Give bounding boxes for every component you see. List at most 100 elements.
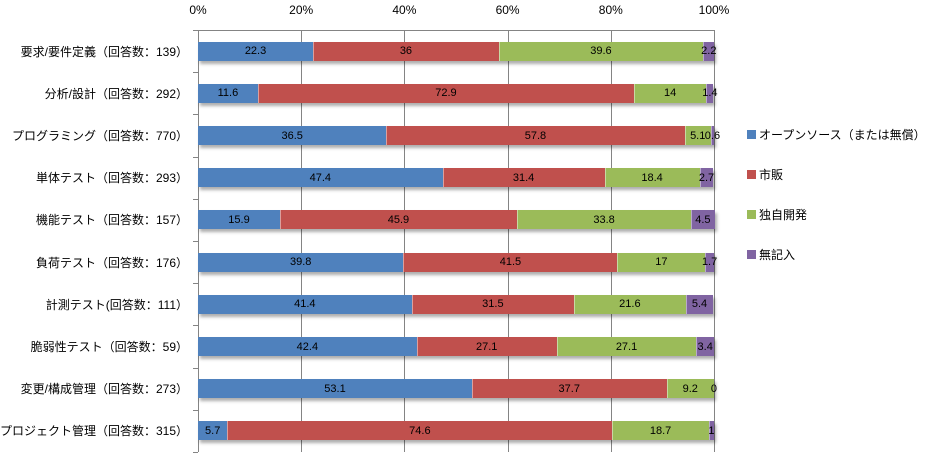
legend-item: 無記入 — [747, 246, 795, 263]
bar-row: 11.6 72.9 14 1.4 — [198, 83, 718, 103]
value-label: 9.2 — [682, 382, 698, 395]
legend-label: 独自開発 — [759, 208, 808, 222]
value-label: 2.7 — [698, 171, 715, 184]
bar-segment: 15.9 — [198, 210, 281, 230]
gridline — [507, 30, 509, 452]
value-label: 36.5 — [281, 129, 303, 142]
bar-segment: 5.7 — [198, 421, 228, 441]
bar-segment: 11.6 — [198, 83, 258, 103]
value-label: 17 — [655, 256, 668, 269]
value-label: 5.4 — [691, 298, 708, 311]
value-label: 15.9 — [228, 213, 250, 226]
gridline — [301, 30, 303, 452]
bar-segment: 1.7 — [702, 252, 717, 272]
bar-segment: 45.9 — [280, 210, 517, 230]
value-label: 5.1 — [690, 129, 706, 142]
y-axis-line — [198, 30, 199, 452]
bar-segment: 41.5 — [403, 252, 618, 272]
bar-segment: 18.4 — [604, 168, 700, 188]
value-label: 18.7 — [649, 424, 672, 437]
bar-segment: 47.4 — [198, 168, 443, 188]
bar-row: 22.3 36 39.6 2.2 — [198, 41, 716, 61]
value-label: 37.7 — [558, 382, 580, 395]
value-label: 39.8 — [289, 256, 312, 269]
gridline — [714, 30, 715, 452]
value-label: 41.4 — [294, 298, 316, 311]
bar-row: 41.4 31.5 21.6 5.4 — [198, 294, 714, 314]
category-label: 単体テスト（回答数：293） — [35, 171, 188, 186]
bar-row: 5.7 74.6 18.7 1 — [198, 421, 715, 441]
category-label: 脆弱性テスト（回答数：59） — [30, 339, 188, 354]
bar-segment: 37.7 — [471, 379, 667, 399]
y-axis-tick — [193, 72, 198, 74]
x-axis-line — [198, 30, 714, 31]
bar-segment: 39.6 — [498, 41, 704, 61]
bar-segment: 1 — [708, 421, 715, 441]
bar-segment: 9.2 — [666, 379, 714, 399]
legend-marker — [747, 130, 756, 139]
bar-segment: 27.1 — [416, 337, 557, 356]
category-label: 変更/構成管理（回答数：273） — [20, 382, 188, 397]
value-label: 57.8 — [524, 129, 547, 142]
bar-row: 53.1 37.7 9.2 0 — [198, 379, 717, 399]
value-label: 11.6 — [217, 87, 239, 100]
bar-segment: 27.1 — [556, 337, 697, 356]
bar-segment: 57.8 — [386, 126, 685, 145]
value-label: 27.1 — [615, 340, 638, 353]
value-label: 3.4 — [697, 340, 713, 353]
legend-marker — [747, 170, 756, 179]
legend-marker — [747, 210, 756, 219]
bar-row: 47.4 31.4 18.4 2.7 — [198, 168, 715, 188]
category-label: 負荷テスト（回答数：176） — [35, 255, 188, 270]
bar-row: 36.5 57.8 5.1 0.6 — [198, 126, 720, 145]
bar-segment: 2.2 — [701, 41, 716, 61]
x-tick-label: 100% — [698, 3, 730, 17]
value-label: 42.4 — [296, 340, 319, 353]
x-tick-label: 60% — [495, 3, 520, 17]
y-axis-tick — [193, 30, 198, 31]
bar-segment: 31.5 — [411, 294, 575, 314]
bar-segment: 1.4 — [702, 83, 718, 103]
bar-segment: 31.4 — [442, 168, 605, 188]
y-axis-tick — [193, 409, 198, 411]
value-label: 33.8 — [593, 213, 615, 226]
y-axis-tick — [193, 156, 198, 158]
bar-segment: 39.8 — [198, 252, 404, 272]
x-tick-label: 80% — [598, 3, 623, 17]
bar-segment: 36 — [313, 41, 499, 61]
x-tick-label: 40% — [392, 3, 417, 17]
value-label: 22.3 — [244, 45, 267, 58]
value-label: 31.4 — [512, 171, 535, 184]
bar-segment: 74.6 — [227, 421, 613, 441]
y-axis-tick — [193, 452, 198, 453]
legend-item: 市販 — [747, 166, 783, 183]
value-label: 36 — [399, 45, 413, 58]
y-axis-tick — [193, 241, 198, 242]
legend-item: オープンソース（または無償） — [747, 126, 926, 143]
value-label: 1 — [708, 424, 715, 437]
y-axis-tick — [193, 114, 198, 116]
value-label: 39.6 — [590, 45, 612, 58]
value-label: 31.5 — [482, 298, 504, 311]
gridline — [404, 30, 406, 452]
bar-segment: 22.3 — [198, 41, 314, 61]
bar-segment: 41.4 — [198, 294, 412, 314]
legend-item: 独自開発 — [747, 206, 807, 223]
value-label: 21.6 — [619, 298, 641, 311]
category-label: 要求/要件定義（回答数：139） — [20, 44, 188, 59]
bar-segment: 5.4 — [685, 294, 714, 314]
legend-label: 無記入 — [759, 248, 796, 262]
value-label: 47.4 — [309, 171, 331, 184]
y-axis-tick — [193, 283, 198, 285]
value-label: 27.1 — [475, 340, 498, 353]
category-label: 機能テスト（回答数：157） — [35, 213, 188, 228]
bar-row: 39.8 41.5 17 1.7 — [198, 252, 717, 272]
bar-row: 42.4 27.1 27.1 3.4 — [198, 337, 714, 356]
y-axis-tick — [193, 367, 198, 369]
legend-marker — [747, 250, 756, 259]
bar-segment: 0.6 — [705, 126, 720, 145]
value-label: 14 — [663, 87, 677, 100]
value-label: 18.4 — [641, 171, 663, 184]
bar-segment: 4.5 — [691, 210, 715, 230]
